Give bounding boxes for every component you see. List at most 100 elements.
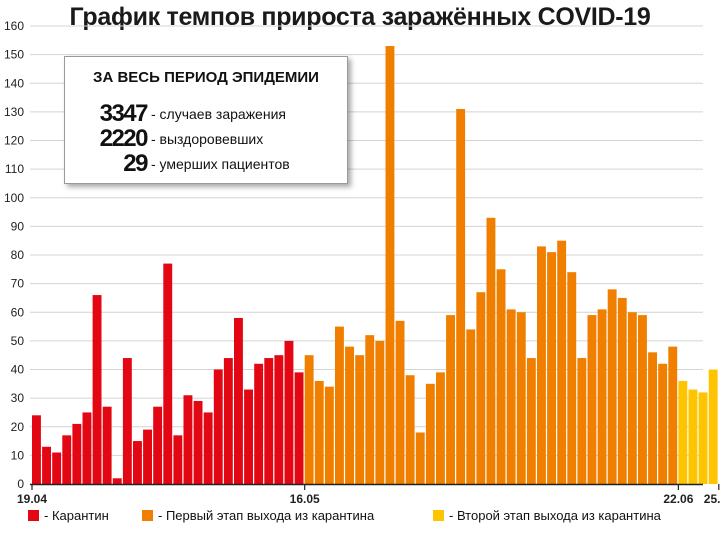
bar <box>193 400 203 484</box>
x-tick-label: 22.06 <box>663 492 693 506</box>
bar <box>92 295 102 484</box>
bar <box>42 446 51 484</box>
stats-number: 29 <box>123 150 148 177</box>
bar <box>32 415 41 484</box>
bar <box>648 352 657 484</box>
bar <box>52 452 62 484</box>
bar <box>466 329 476 484</box>
bar <box>516 312 526 484</box>
bar <box>102 406 112 484</box>
bar <box>658 363 668 484</box>
bar <box>274 355 284 484</box>
stats-label: - случаев заражения <box>151 106 286 122</box>
bar <box>425 383 435 484</box>
bar <box>72 423 82 484</box>
bar <box>617 297 627 484</box>
y-tick-label: 140 <box>4 76 24 90</box>
legend-label: - Первый этап выхода из карантина <box>158 508 375 523</box>
bar <box>506 309 516 484</box>
stats-row-recovered: 2220 - выздоровевших <box>65 126 347 152</box>
bar <box>213 369 223 484</box>
stats-box: ЗА ВЕСЬ ПЕРИОД ЭПИДЕМИИ 3347 - случаев з… <box>64 56 348 184</box>
bar <box>203 412 213 484</box>
bar <box>264 358 274 484</box>
y-tick-label: 70 <box>11 277 25 291</box>
bar <box>708 369 718 484</box>
bar <box>678 380 688 484</box>
bar <box>547 252 556 484</box>
bar <box>335 326 344 484</box>
bars <box>32 46 718 484</box>
y-tick-label: 20 <box>11 420 25 434</box>
bar <box>486 217 496 484</box>
stats-label: - умерших пациентов <box>151 156 290 172</box>
y-tick-label: 50 <box>11 334 25 348</box>
legend: - Карантин - Первый этап выхода из карант… <box>28 508 662 523</box>
bar <box>668 346 678 484</box>
bar <box>153 406 163 484</box>
y-axis-ticks: 0 10 20 30 40 50 60 70 80 90 100 110 120 130 140 150 160 <box>4 19 24 491</box>
bar <box>688 389 698 484</box>
bar <box>456 109 466 484</box>
bar <box>183 395 193 484</box>
legend-swatch <box>433 510 444 521</box>
bar <box>587 315 597 484</box>
bar <box>395 320 405 484</box>
bar <box>365 335 375 484</box>
y-tick-label: 0 <box>17 477 24 491</box>
bar <box>355 355 365 484</box>
stats-label: - выздоровевших <box>151 131 264 147</box>
y-tick-label: 80 <box>11 248 25 262</box>
bar <box>375 340 385 484</box>
y-tick-label: 160 <box>4 19 24 33</box>
stats-row-deaths: 29 - умерших пациентов <box>65 151 347 177</box>
bar <box>436 372 445 484</box>
y-tick-label: 60 <box>11 305 25 319</box>
bar <box>143 429 152 484</box>
bar <box>446 315 455 484</box>
legend-item: - Второй этап выхода из карантина <box>433 508 662 523</box>
y-tick-label: 110 <box>5 162 24 176</box>
bar <box>62 435 72 484</box>
bar <box>173 435 183 484</box>
y-tick-label: 90 <box>11 219 25 233</box>
x-axis-ticks: 19.04 16.05 22.06 25.06 <box>17 484 720 506</box>
bar <box>567 272 577 484</box>
legend-label: - Карантин <box>44 508 109 523</box>
y-tick-label: 30 <box>11 391 25 405</box>
legend-swatch <box>142 510 153 521</box>
bar <box>476 292 486 484</box>
bar <box>244 389 253 484</box>
bar <box>627 312 637 484</box>
x-tick-label: 25.06 <box>704 492 720 506</box>
bar <box>304 355 314 484</box>
bar <box>607 289 617 484</box>
bar <box>385 46 395 484</box>
legend-label: - Второй этап выхода из карантина <box>449 508 662 523</box>
legend-swatch <box>28 510 39 521</box>
bar <box>122 358 132 484</box>
bar <box>324 386 334 484</box>
stats-number: 2220 <box>99 125 149 152</box>
y-tick-label: 120 <box>4 134 24 148</box>
bar <box>82 412 92 484</box>
bar <box>405 375 415 484</box>
stats-row-cases: 3347 - случаев заражения <box>65 101 347 127</box>
y-tick-label: 130 <box>4 105 24 119</box>
bar <box>345 346 354 484</box>
stats-number: 3347 <box>99 100 149 127</box>
bar <box>314 380 324 484</box>
y-tick-label: 40 <box>11 363 25 377</box>
bar <box>597 309 607 484</box>
bar <box>254 363 264 484</box>
bar <box>698 392 708 484</box>
y-tick-label: 150 <box>4 48 24 62</box>
legend-item: - Первый этап выхода из карантина <box>142 508 375 523</box>
bar <box>537 246 546 484</box>
bar <box>415 432 425 484</box>
grid-lines <box>30 25 703 485</box>
bar <box>234 317 243 484</box>
x-tick-label: 19.04 <box>17 492 47 506</box>
bar <box>638 315 647 484</box>
